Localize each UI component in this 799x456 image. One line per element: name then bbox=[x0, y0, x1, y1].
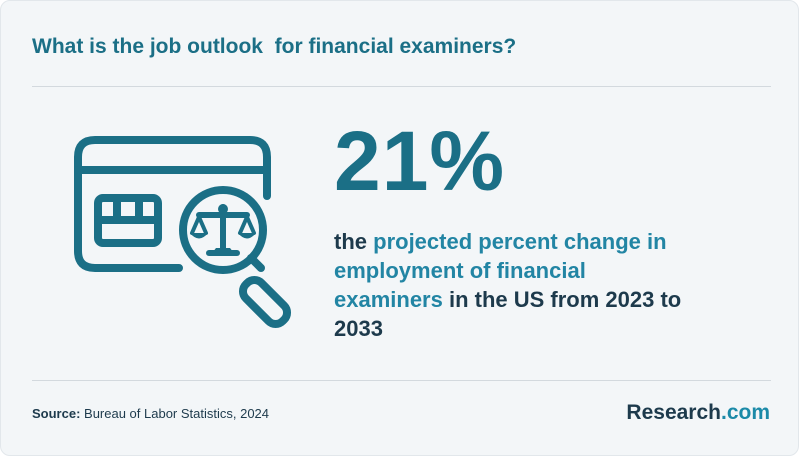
source-text: Bureau of Labor Statistics, 2024 bbox=[80, 406, 270, 421]
card-magnifier-scales-icon bbox=[74, 136, 292, 329]
logo-main: Research bbox=[626, 401, 721, 424]
page-title: What is the job outlook for financial ex… bbox=[32, 35, 517, 58]
logo-domain: .com bbox=[720, 401, 770, 424]
source-label: Source: bbox=[32, 406, 81, 421]
stat-description: the projected percent change in employme… bbox=[334, 227, 694, 343]
stat-prefix: the bbox=[334, 229, 374, 254]
research-logo: Research.com bbox=[626, 401, 770, 425]
bottom-divider bbox=[32, 380, 771, 381]
stat-highlight: projected percent change in employment o… bbox=[334, 229, 667, 312]
top-divider bbox=[32, 86, 771, 87]
stat-suffix: in the US from 2023 to 2033 bbox=[334, 287, 682, 341]
stat-value: 21% bbox=[334, 114, 506, 208]
source-note: Source: Bureau of Labor Statistics, 2024 bbox=[32, 406, 269, 421]
